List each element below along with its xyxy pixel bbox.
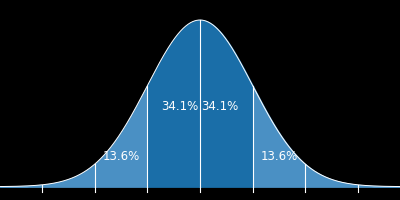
- Text: 13.6%: 13.6%: [260, 150, 298, 163]
- Text: 34.1%: 34.1%: [161, 100, 198, 113]
- Text: 34.1%: 34.1%: [202, 100, 239, 113]
- Text: 13.6%: 13.6%: [102, 150, 140, 163]
